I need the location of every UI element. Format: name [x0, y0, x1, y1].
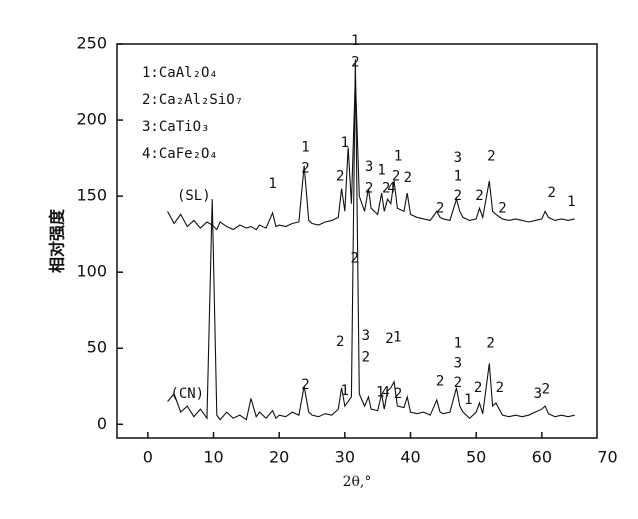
peak-label: 1 [268, 176, 276, 192]
peak-label: 2 [498, 200, 506, 216]
peak-label: 2 [454, 375, 462, 391]
peak-label: 2 [350, 250, 358, 266]
peak-label: 2 [475, 188, 483, 204]
peak-label: 4 [387, 181, 395, 197]
y-axis-label: 相对强度 [48, 208, 67, 273]
peak-label: 1 [464, 392, 472, 408]
y-tick-label: 0 [97, 414, 107, 433]
peak-label: 1 [351, 33, 359, 49]
peak-label: 2 [385, 331, 393, 347]
peak-label: 2 [547, 185, 555, 201]
peak-label: 2 [474, 380, 482, 396]
peak-label: 1 [341, 135, 349, 151]
peak-label: 2 [486, 336, 494, 352]
x-tick-label: 20 [269, 448, 289, 467]
peak-label: 2 [365, 181, 373, 197]
peak-label: 1 [454, 336, 462, 352]
plot-frame [116, 43, 598, 439]
peak-label: 2 [394, 386, 402, 402]
peak-label: 2 [336, 168, 344, 184]
peak-label: 1 [301, 139, 309, 155]
legend-entry: 3:CaTiO₃ [142, 119, 209, 135]
peak-label: 1 [567, 194, 575, 210]
peak-label: 3 [534, 386, 542, 402]
peak-label: 2 [542, 381, 550, 397]
peak-label: 1 [393, 330, 401, 346]
x-tick-label: 60 [532, 448, 552, 467]
x-tick-label: 50 [466, 448, 486, 467]
peak-label: 1 [376, 384, 384, 400]
peak-label: (CN) [170, 386, 204, 402]
legend-entry: 4:CaFe₂O₄ [142, 146, 218, 162]
legend-entry: 1:CaAl₂O₄ [142, 65, 218, 81]
peak-label: 2 [351, 54, 359, 70]
peak-label: 3 [362, 328, 370, 344]
peak-label: 2 [301, 161, 309, 177]
y-tick-label: 100 [76, 262, 107, 281]
peak-label: 3 [454, 355, 462, 371]
x-axis-label: 2θ,° [343, 474, 372, 490]
peak-label: 4 [381, 384, 389, 400]
y-tick-label: 200 [76, 110, 107, 129]
peak-label: 2 [362, 349, 370, 365]
peak-label: 2 [454, 188, 462, 204]
peak-label: 1 [454, 168, 462, 184]
peak-label: (SL) [177, 188, 211, 204]
peak-label: 2 [436, 374, 444, 390]
y-tick-label: 150 [76, 186, 107, 205]
peak-label: 1 [394, 149, 402, 165]
peak-label: 3 [454, 150, 462, 166]
x-tick-label: 10 [203, 448, 223, 467]
peak-label: 2 [301, 377, 309, 393]
x-tick-label: 70 [597, 448, 617, 467]
x-tick-label: 0 [143, 448, 153, 467]
x-tick-label: 40 [400, 448, 420, 467]
peak-label: 2 [336, 334, 344, 350]
peak-label: 1 [341, 383, 349, 399]
xrd-pattern [167, 59, 575, 421]
peak-label: 2 [487, 149, 495, 165]
peak-label: 1 [377, 162, 385, 178]
y-tick-label: 50 [87, 338, 107, 357]
legend-entry: 2:Ca₂Al₂SiO₇ [142, 92, 243, 108]
y-tick-label: 250 [76, 34, 107, 53]
x-tick-label: 30 [335, 448, 355, 467]
peak-label: 2 [496, 380, 504, 396]
xrd-pattern [167, 77, 575, 231]
peak-label: 2 [392, 168, 400, 184]
peak-label: 2 [436, 200, 444, 216]
peak-label: 2 [382, 181, 390, 197]
peak-label: 3 [365, 159, 373, 175]
peak-label: 2 [404, 170, 412, 186]
